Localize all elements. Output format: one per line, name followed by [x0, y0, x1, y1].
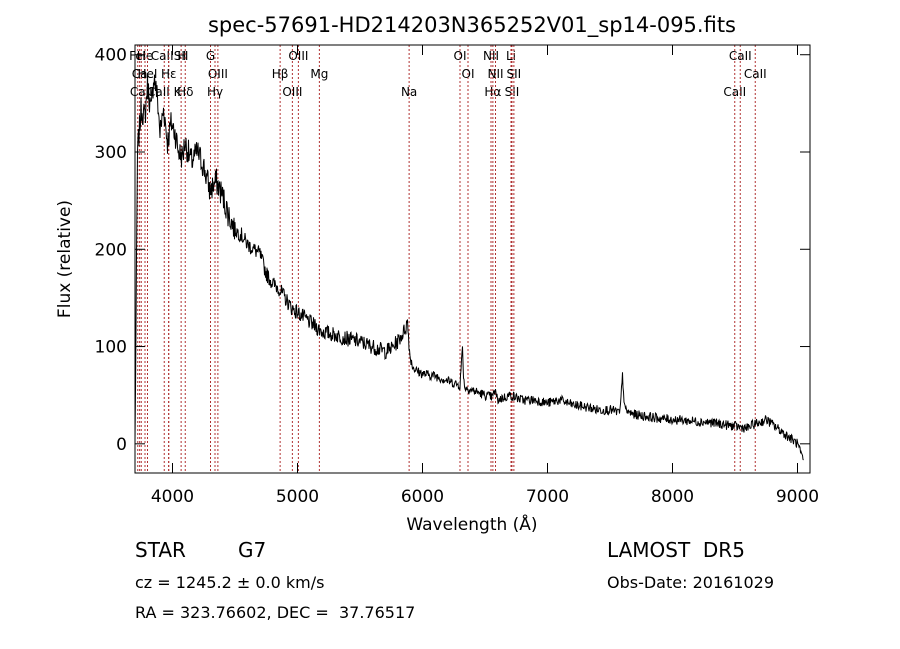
coordinates: RA = 323.76602, DEC = 37.76517 [135, 603, 416, 622]
line-marker-label: OIII [208, 67, 228, 81]
line-marker-label: SII [505, 85, 520, 99]
y-tick-label: 200 [95, 240, 127, 260]
line-marker-label: SII [174, 49, 189, 63]
line-marker-label: FeI [129, 49, 146, 63]
object-type: STAR [135, 538, 186, 562]
y-tick-label: 0 [116, 435, 127, 455]
line-marker-label: Ca [132, 67, 148, 81]
line-marker-label: OIII [282, 85, 302, 99]
line-marker-label: Hγ [207, 85, 223, 99]
y-tick-label: 100 [95, 338, 127, 358]
line-marker-label: Hδ [177, 85, 193, 99]
observation-date: Obs-Date: 20161029 [607, 573, 775, 592]
line-marker-label: SII [507, 67, 522, 81]
y-axis: 0 100 200 300 400 [95, 46, 810, 455]
y-tick-label: 300 [95, 143, 127, 163]
x-tick-label: 6000 [401, 487, 444, 507]
x-axis-label: Wavelength (Å) [406, 513, 537, 535]
line-marker-label: OI [454, 49, 467, 63]
x-axis: 4000 5000 6000 7000 8000 9000 [151, 45, 819, 507]
line-marker-label: CaII H [151, 49, 187, 63]
line-marker-label: Hε [161, 67, 177, 81]
x-tick-label: 4000 [151, 487, 194, 507]
survey-name: LAMOST DR5 [607, 538, 745, 562]
spectrum-chart: spec-57691-HD214203N365252V01_sp14-095.f… [55, 13, 819, 535]
spectral-subclass: G7 [238, 538, 267, 562]
line-marker-label: OI [462, 67, 475, 81]
chart-title: spec-57691-HD214203N365252V01_sp14-095.f… [208, 13, 736, 38]
line-marker-label: CaII [744, 67, 767, 81]
line-marker-label: Hα [484, 85, 501, 99]
line-marker-label: CaII [729, 49, 752, 63]
line-marker-label: Mg [310, 67, 328, 81]
x-tick-label: 8000 [651, 487, 694, 507]
redshift: cz = 1245.2 ± 0.0 km/s [135, 573, 325, 592]
line-marker-label: Hβ [272, 67, 289, 81]
line-marker-label: OIII [288, 49, 308, 63]
x-tick-label: 5000 [276, 487, 319, 507]
line-marker-label: NII [487, 67, 503, 81]
line-marker-label: CaII [723, 85, 746, 99]
line-marker-label: Li [506, 49, 516, 63]
spectrum-line [134, 73, 804, 461]
plot-frame [134, 44, 811, 474]
y-tick-label: 400 [95, 46, 127, 66]
line-marker-label: He [137, 49, 153, 63]
x-tick-label: 9000 [776, 487, 819, 507]
x-tick-label: 7000 [526, 487, 569, 507]
y-axis-label: Flux (relative) [55, 200, 75, 318]
line-marker-label: Na [401, 85, 417, 99]
line-marker-label: NII [483, 49, 499, 63]
line-marker-label: G [206, 49, 215, 63]
